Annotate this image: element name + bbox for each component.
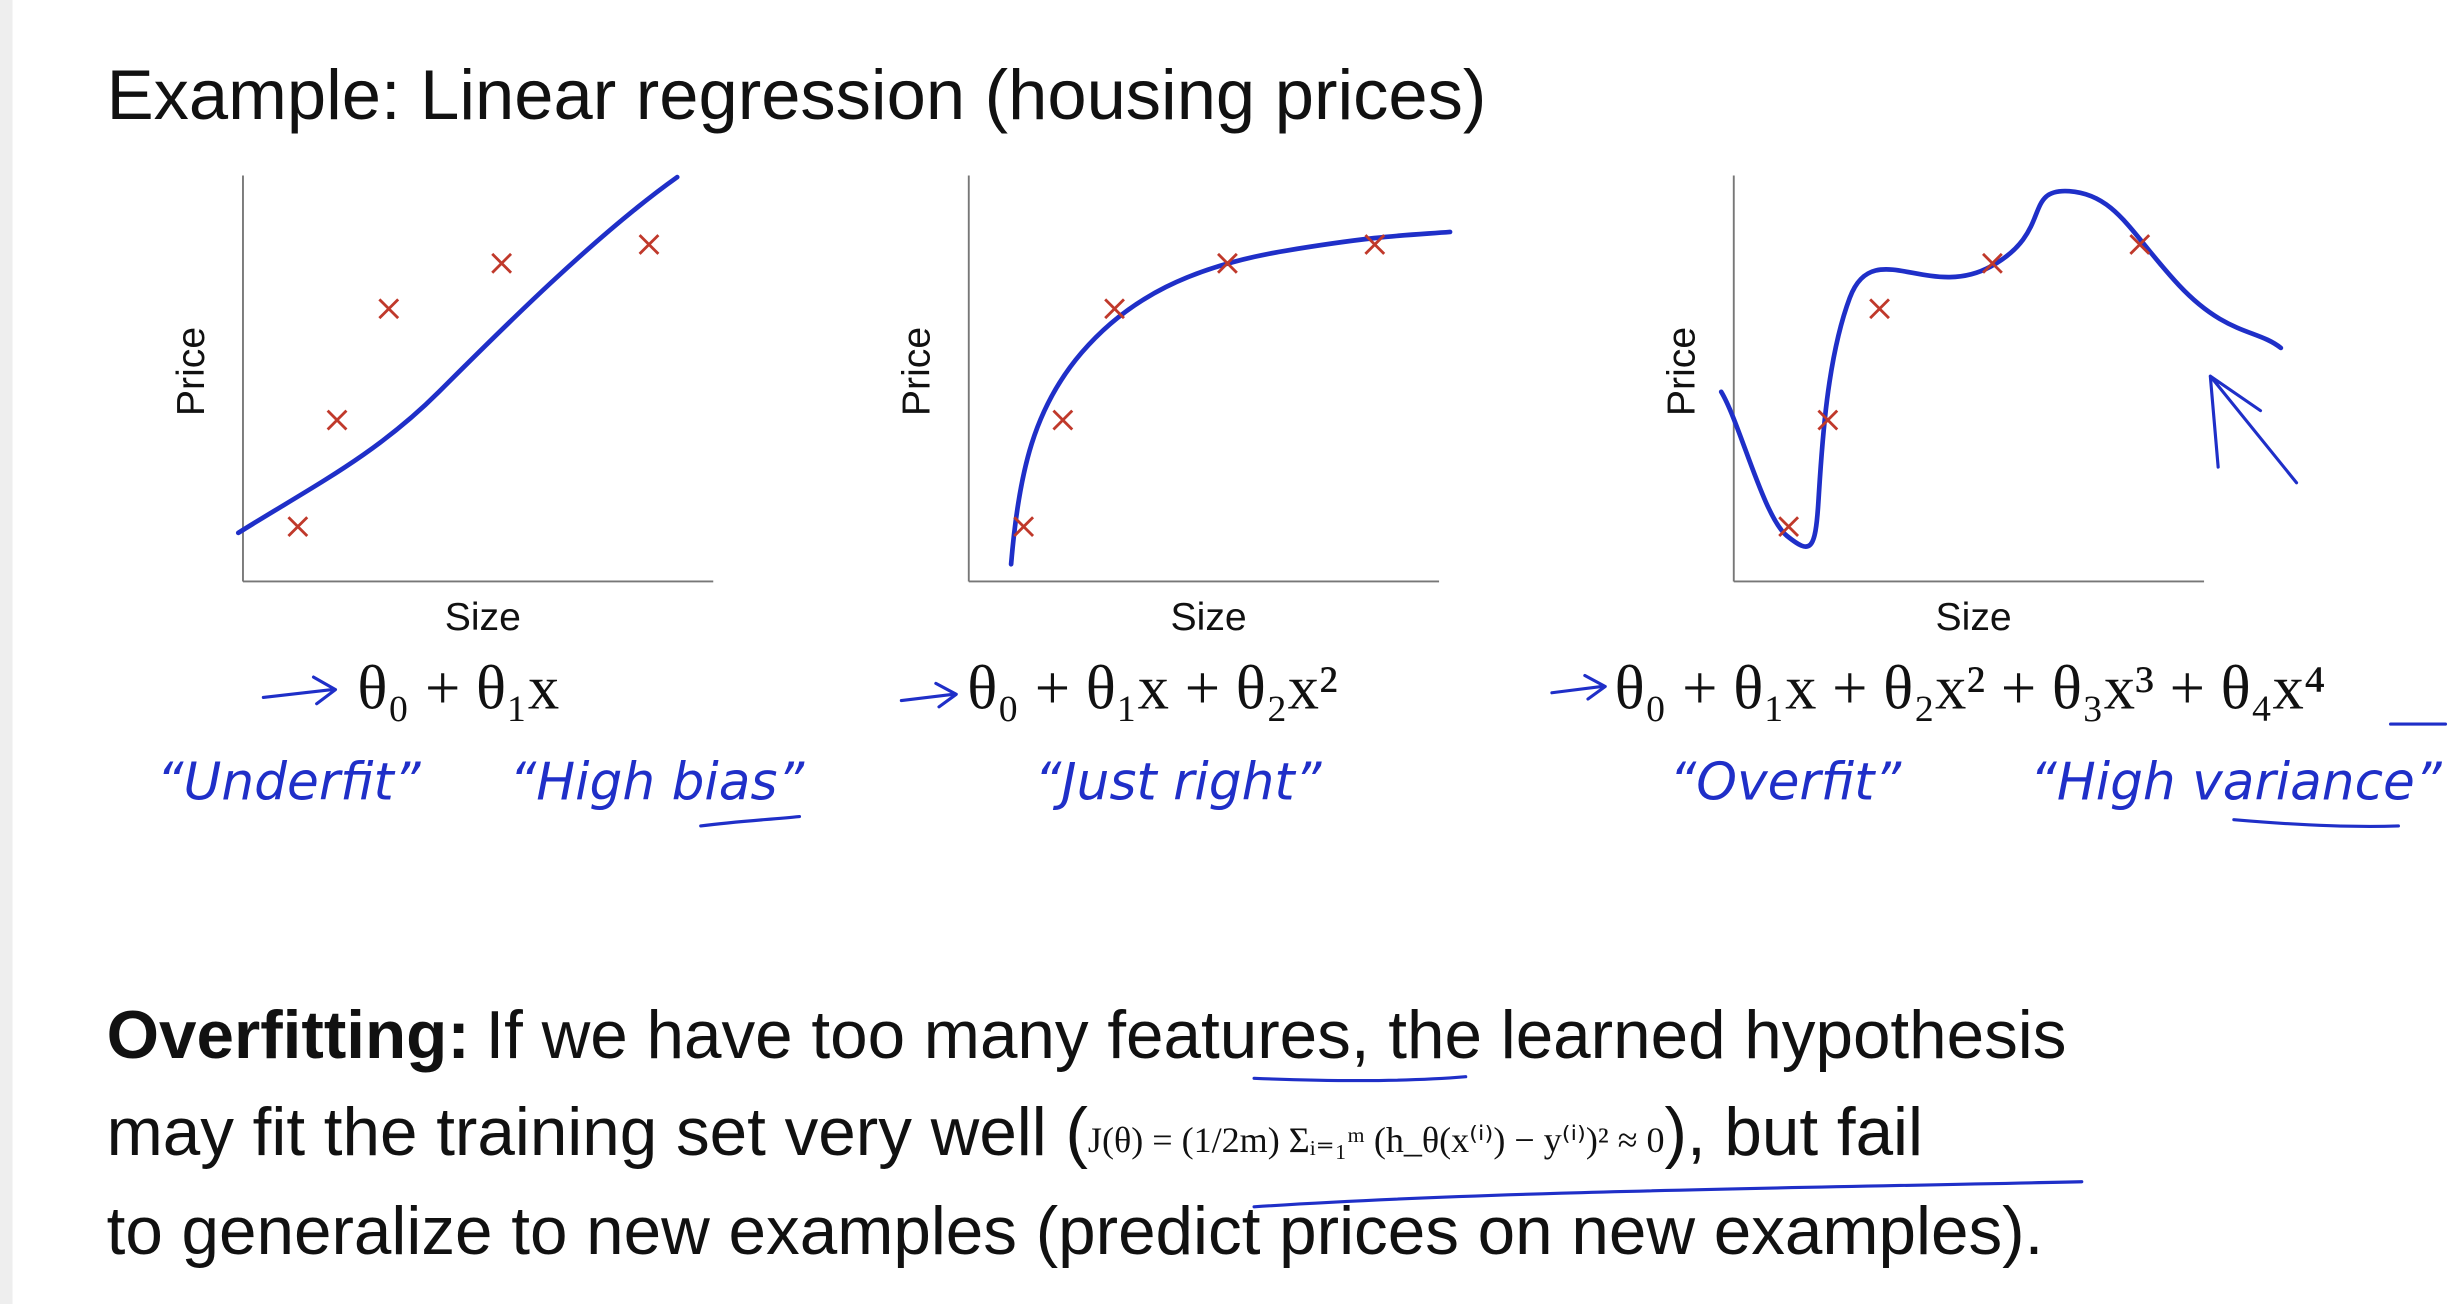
data-point xyxy=(638,234,660,255)
hypothesis: θ₀ + θ₁x + θ₂x² xyxy=(967,652,1338,722)
handwritten-note: “Overfit” xyxy=(1669,752,1902,812)
y-axis-label: Price xyxy=(896,327,939,416)
handwritten-note: “Just right” xyxy=(1035,752,1323,812)
handwritten-note: “Underfit” xyxy=(157,752,422,812)
paragraph-line: may fit the training set very well (J(θ)… xyxy=(107,1095,1923,1170)
fit-curve xyxy=(1008,229,1453,567)
underline xyxy=(1252,1075,1468,1083)
y-axis-label: Price xyxy=(170,327,213,416)
lead: Overfitting: xyxy=(107,998,470,1073)
paragraph-line: Overfitting: If we have too many features… xyxy=(107,998,2067,1073)
underline xyxy=(1252,1180,2084,1209)
data-point xyxy=(1869,298,1890,320)
data-point xyxy=(1217,252,1238,274)
x-axis-label: Size xyxy=(1936,596,2012,639)
data-point xyxy=(1013,516,1035,538)
hand-arrow xyxy=(261,675,338,706)
formula: J(θ) = (1/2m) Σᵢ₌₁ᵐ (h_θ(x⁽ⁱ⁾) − y⁽ⁱ⁾)² … xyxy=(1088,1120,1665,1160)
paragraph-line: to generalize to new examples (predict p… xyxy=(107,1194,2044,1269)
data-point xyxy=(1778,516,1800,538)
text: If we have too many features, the learne… xyxy=(485,998,2066,1073)
fit-curve xyxy=(235,174,680,536)
data-point xyxy=(491,252,513,274)
fit-curve xyxy=(1718,188,2284,549)
left-edge xyxy=(0,0,13,1304)
data-point xyxy=(378,298,400,320)
handwritten-note: “High bias” xyxy=(509,752,805,812)
data-point xyxy=(1364,234,1386,255)
hand-stroke xyxy=(2208,374,2299,485)
hand-arrow xyxy=(1550,673,1607,701)
hand-stroke xyxy=(699,815,802,828)
data-point xyxy=(326,409,348,431)
x-axis-label: Size xyxy=(1171,596,1247,639)
slide-title: Example: Linear regression (housing pric… xyxy=(107,55,1487,134)
data-point xyxy=(1982,252,2003,274)
data-point xyxy=(1052,409,1074,431)
x-axis-label: Size xyxy=(445,596,521,639)
text: may fit the training set very well ( xyxy=(107,1095,1089,1170)
data-point xyxy=(1817,409,1839,431)
data-point xyxy=(287,516,309,538)
hand-arrow xyxy=(899,681,958,709)
hypothesis: θ₀ + θ₁x xyxy=(357,652,559,722)
text: ), but fail xyxy=(1665,1095,1923,1170)
hand-stroke xyxy=(2232,818,2400,828)
y-axis-label: Price xyxy=(1661,327,1704,416)
data-point xyxy=(1104,298,1125,320)
hypothesis: θ₀ + θ₁x + θ₂x² + θ₃x³ + θ₄x⁴ xyxy=(1615,652,2326,722)
data-point xyxy=(2129,234,2151,255)
handwritten-note: “High variance” xyxy=(2030,752,2443,812)
